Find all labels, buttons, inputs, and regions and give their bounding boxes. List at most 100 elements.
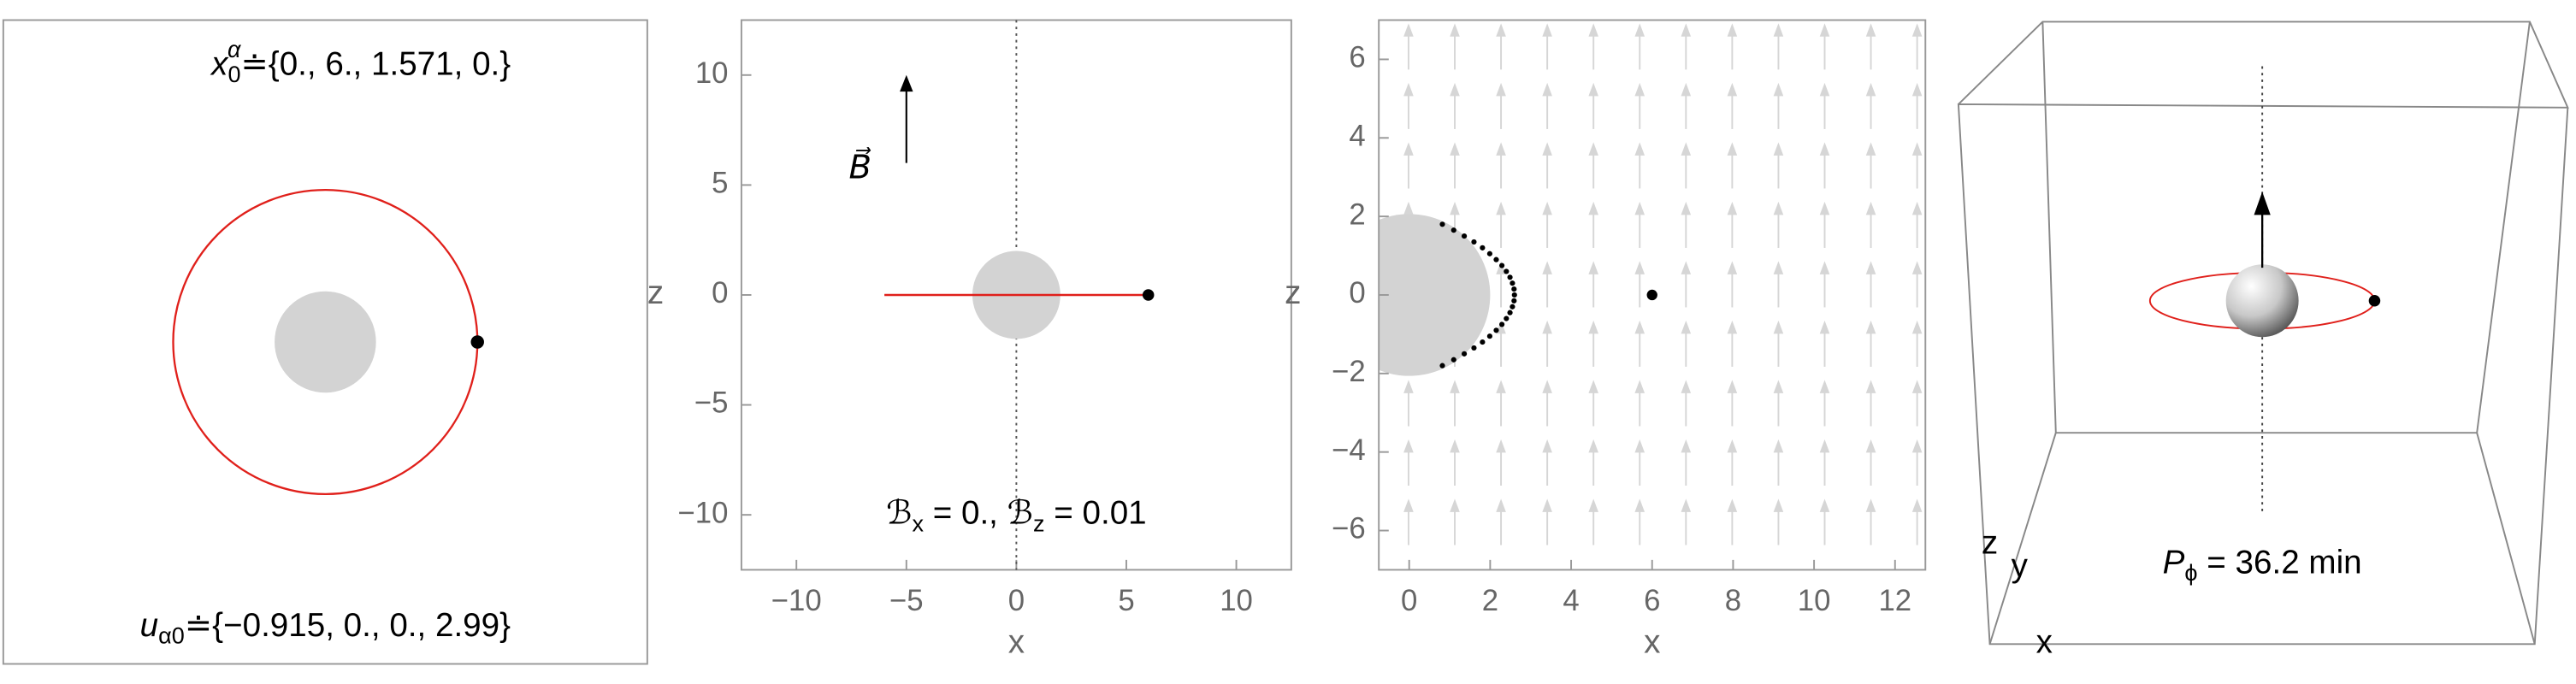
x-tick-label: −5	[889, 585, 924, 617]
x-axis-label: x	[1008, 624, 1025, 661]
arrow-head	[1542, 23, 1552, 37]
arrow-head	[1403, 439, 1414, 453]
boundary-point	[1507, 310, 1513, 315]
arrow-head	[1588, 498, 1598, 512]
arrow-head	[1450, 498, 1460, 512]
x-tick-label: 4	[1563, 585, 1579, 617]
particle	[470, 335, 484, 349]
arrow-head	[1865, 261, 1876, 274]
arrow-head	[1773, 201, 1784, 215]
y-tick-label: 5	[712, 168, 728, 200]
arrow-head	[1819, 261, 1830, 274]
x-tick-label: 5	[1118, 585, 1134, 617]
label-part: ≐{0., 6., 1.571, 0.}	[240, 46, 511, 83]
arrow-head	[1773, 380, 1784, 393]
arrow-head	[1403, 23, 1414, 37]
panel-frame	[2, 19, 648, 665]
boundary-point	[1480, 339, 1486, 345]
arrow-head	[1588, 380, 1598, 393]
boundary-point	[1439, 363, 1445, 369]
arrow-head	[1450, 82, 1460, 97]
field-lines	[1403, 23, 1923, 545]
arrow-head	[1496, 201, 1506, 215]
initial-position-label: x0α≐{0., 6., 1.571, 0.}	[210, 37, 511, 87]
arrow-head	[1634, 201, 1645, 215]
central-body	[1379, 214, 1491, 376]
x-tick-label: 10	[1220, 585, 1253, 617]
arrow-head	[1542, 82, 1552, 97]
arrow-head	[1681, 261, 1692, 274]
label-part: α0	[158, 623, 185, 649]
arrow-head	[1496, 498, 1506, 512]
arrow-head	[1727, 201, 1738, 215]
y-axis-label: z	[647, 274, 664, 311]
arrow-head	[1911, 201, 1923, 215]
arrow-head	[1634, 82, 1645, 97]
boundary-point	[1450, 357, 1456, 363]
arrow-head	[1727, 498, 1738, 512]
arrow-head	[1542, 439, 1552, 453]
arrow-head	[1681, 498, 1692, 512]
arrow-head	[1865, 498, 1876, 512]
label-part: 0	[227, 62, 240, 87]
arrow-head	[1634, 142, 1645, 156]
boundary-point	[1450, 227, 1456, 233]
rich-label: uα0≐{−0.915, 0., 0., 2.99}	[140, 607, 511, 649]
arrow-head	[1496, 439, 1506, 453]
arrow-head	[1634, 320, 1645, 334]
arrow-head	[1403, 498, 1414, 512]
arrow-head	[1681, 23, 1692, 37]
arrow-head	[1634, 439, 1645, 453]
label-part: u	[140, 607, 158, 644]
x-tick-label: 0	[1401, 585, 1417, 617]
arrow-head	[1542, 498, 1552, 512]
boundary-point	[1510, 304, 1515, 310]
arrow-head	[1819, 439, 1830, 453]
arrow-head	[1588, 439, 1598, 453]
arrow-head	[1911, 23, 1923, 37]
arrow-head	[1588, 142, 1598, 156]
x-tick-label: 6	[1644, 585, 1660, 617]
arrow-head	[1542, 320, 1552, 334]
arrow-head	[1865, 23, 1876, 37]
y-tick-label: 6	[1349, 42, 1365, 74]
x-tick-label: 0	[1008, 585, 1025, 617]
boundary-point	[1471, 345, 1477, 351]
y-axis-label: z	[1285, 274, 1301, 311]
arrow-head	[1681, 439, 1692, 453]
boundary-point	[1493, 327, 1499, 333]
axis-label: x	[2036, 624, 2053, 661]
x-tick-label: −10	[771, 585, 822, 617]
arrow-head	[1911, 498, 1923, 512]
arrow-head	[1450, 380, 1460, 393]
box-edge	[1988, 432, 2057, 645]
arrow-head	[1865, 380, 1876, 393]
arrow-head	[1634, 380, 1645, 393]
arrow-head	[1450, 439, 1460, 453]
arrow-head	[1727, 320, 1738, 334]
x-tick-label: 10	[1798, 585, 1831, 617]
boundary-point	[1439, 221, 1445, 227]
boundary-point	[1480, 245, 1486, 251]
axis-label: y	[2012, 548, 2029, 585]
arrow-head	[1911, 380, 1923, 393]
boundary-point	[1504, 315, 1510, 321]
arrow-head	[1773, 261, 1784, 274]
arrow-head	[1727, 439, 1738, 453]
arrow-head	[1819, 201, 1830, 215]
arrow-head	[1542, 201, 1552, 215]
arrow-head	[900, 74, 913, 92]
arrow-head	[1496, 142, 1506, 156]
y-tick-label: −10	[678, 497, 729, 529]
x-tick-label: 8	[1725, 585, 1741, 617]
box-edge	[2476, 432, 2536, 645]
arrow-head	[1634, 261, 1645, 274]
y-tick-label: 4	[1349, 120, 1365, 152]
boundary-point	[1510, 280, 1515, 286]
boundary-point	[1471, 239, 1477, 245]
boundary-point	[1511, 292, 1517, 298]
boundary-point	[1507, 274, 1513, 280]
y-tick-label: 0	[1349, 277, 1365, 310]
y-tick-label: 10	[695, 57, 729, 90]
arrow-head	[1865, 320, 1876, 334]
